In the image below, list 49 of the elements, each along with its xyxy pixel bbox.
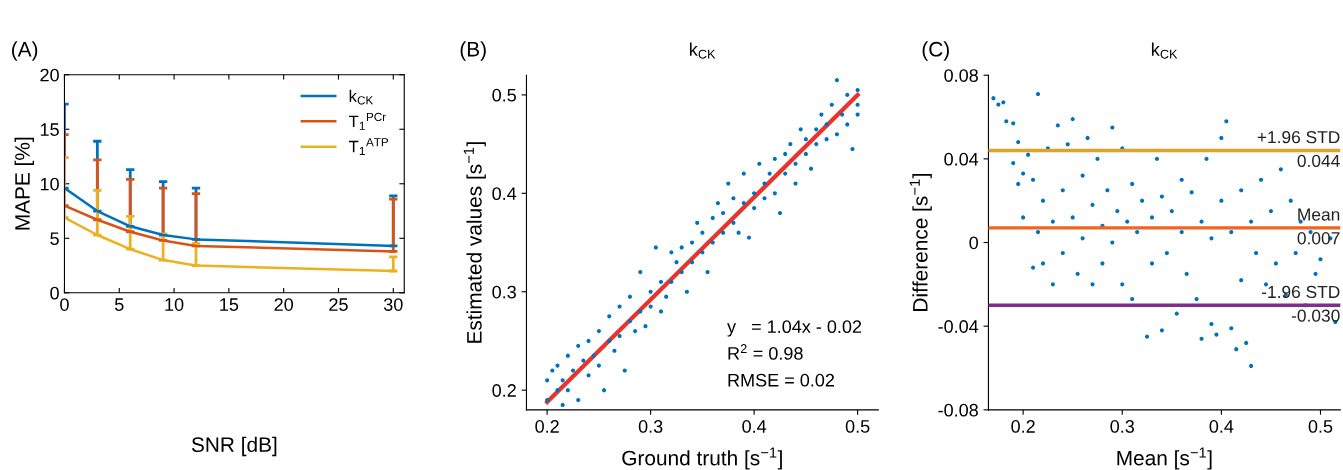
y-tick-label: 10	[40, 177, 59, 191]
x-tick-label: 0	[60, 298, 69, 311]
x-tick-label: 0.5	[845, 420, 870, 433]
x-tick-label: 0.3	[1110, 420, 1135, 433]
annotation: y = 1.04x - 0.02	[727, 320, 862, 337]
y-tick-label: 0.08	[944, 69, 978, 82]
y-tick-label: 0.2	[492, 384, 516, 397]
x-tick-label: 10	[165, 298, 184, 311]
x-tick-label: 0.2	[535, 420, 559, 433]
x-tick-label: 0.2	[1011, 420, 1035, 433]
x-tick-label: 0.4	[742, 420, 767, 433]
y-tick-label: 0	[50, 286, 59, 300]
y-tick-label: 15	[40, 123, 59, 136]
x-tick-label: 20	[274, 298, 294, 311]
x-axis-title: Mean [s$^{−1}$]	[1117, 447, 1212, 470]
x-axis-title: SNR [dB]	[191, 436, 277, 457]
x-tick-label: 0.3	[638, 420, 663, 433]
x-tick-label: 5	[114, 298, 124, 311]
y-tick-label: 0.3	[492, 285, 516, 299]
text: (C)	[922, 41, 949, 61]
ref-line-label: -1.96 STD -0.030	[1261, 285, 1340, 322]
text: (B)	[460, 41, 486, 61]
annotation: RMSE = 0.02	[728, 373, 834, 387]
x-tick-label: 30	[383, 298, 403, 311]
x-tick-label: 0.4	[1209, 420, 1234, 433]
y-tick-label: 20	[40, 68, 59, 82]
y-tick-label: 0.5	[492, 88, 516, 102]
y-axis-title: Difference [s$^{−1}$]	[909, 174, 932, 311]
y-tick-label: 0.04	[944, 152, 979, 166]
x-tick-label: 25	[329, 298, 348, 311]
y-axis-title: MAPE [%]	[14, 137, 34, 230]
x-tick-label: 0.5	[1308, 420, 1333, 433]
x-tick-label: 15	[220, 298, 239, 311]
ref-line-label: +1.96 STD 0.044	[1257, 130, 1340, 168]
y-tick-label: -0.08	[938, 403, 978, 417]
legend-label: k$_{CK}$	[349, 89, 374, 105]
y-tick-label: 5	[50, 232, 59, 246]
y-tick-label: 0	[969, 236, 979, 250]
ref-line-label: Mean 0.007	[1297, 208, 1340, 245]
chart-title: k$_{CK}$	[689, 42, 716, 59]
text: (A)	[12, 41, 38, 61]
legend-label: T$_{1}$$^{PCr}$	[348, 112, 386, 130]
legend-label: T$_{1}$$^{ATP}$	[348, 138, 389, 155]
y-axis-title: Estimated values [s$^{−1}$]	[463, 142, 486, 343]
annotation: R$^{2}$ = 0.98	[728, 344, 803, 360]
y-tick-label: -0.04	[938, 320, 979, 333]
x-axis-title: Ground truth [s$^{−1}$]	[622, 447, 782, 470]
y-tick-label: 0.4	[492, 187, 517, 201]
chart-title: k$_{CK}$	[1151, 42, 1178, 59]
